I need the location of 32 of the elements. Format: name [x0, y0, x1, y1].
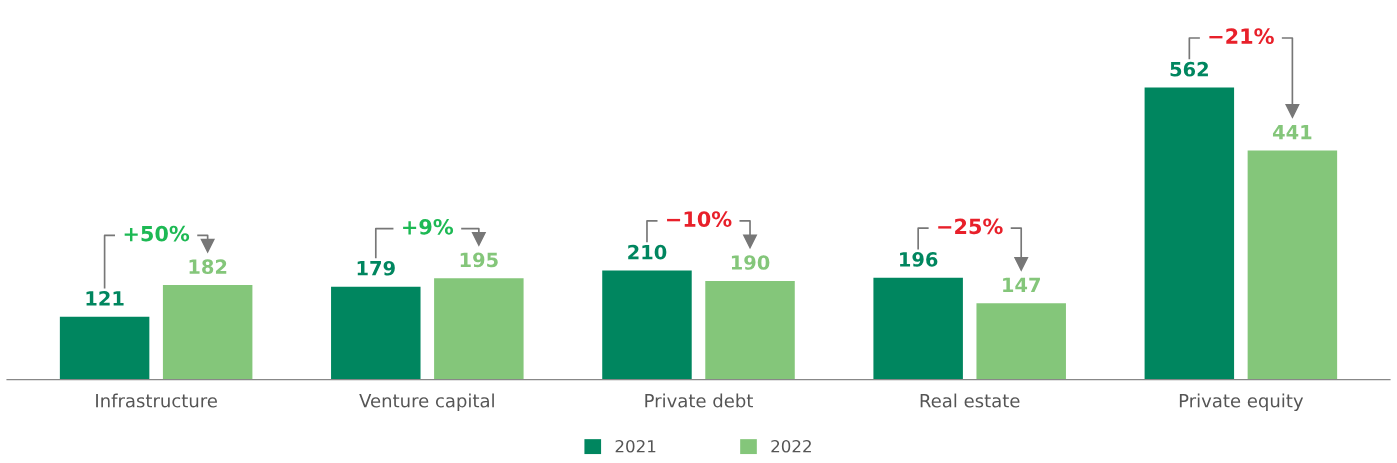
annotation: +9%	[403, 218, 454, 235]
x-tick-label: Venture capital	[359, 393, 494, 412]
bar	[705, 280, 795, 380]
data-label: 195	[460, 252, 498, 268]
x-tick-label: Real estate	[920, 393, 1020, 408]
annotation: −10%	[667, 211, 732, 227]
bar	[434, 278, 524, 380]
bar	[1247, 150, 1338, 380]
data-label: 562	[1170, 61, 1208, 77]
data-label: 147	[1003, 277, 1040, 292]
x-tick-label: Private debt	[645, 393, 753, 408]
data-label: 196	[900, 252, 938, 267]
bar	[602, 270, 692, 380]
data-label: 210	[628, 244, 667, 260]
bar	[162, 285, 253, 380]
annotation: −25%	[938, 218, 1003, 235]
data-label: 121	[86, 291, 124, 306]
bar	[1144, 87, 1235, 380]
annotation: +50%	[124, 225, 190, 242]
x-tick-label: Private equity	[1179, 393, 1304, 412]
bar	[331, 286, 421, 380]
data-label: 182	[189, 259, 227, 275]
bar	[873, 277, 963, 380]
bar	[976, 303, 1066, 380]
data-label: 441	[1272, 124, 1312, 140]
data-label: 179	[357, 260, 395, 276]
data-label: 190	[731, 255, 770, 270]
x-tick-label: Infrastructure	[96, 393, 217, 408]
legend-label: 2021	[615, 439, 656, 453]
legend-label: 2022	[771, 439, 811, 453]
text: −21%	[1209, 28, 1274, 45]
bar	[59, 316, 150, 380]
